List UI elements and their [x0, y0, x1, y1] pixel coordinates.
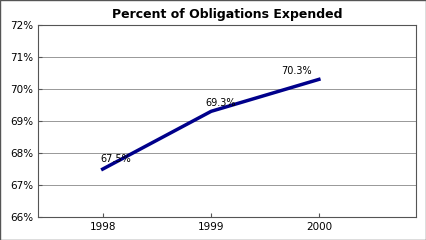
Text: 70.3%: 70.3%	[281, 66, 312, 76]
Title: Percent of Obligations Expended: Percent of Obligations Expended	[112, 8, 342, 21]
Text: 69.3%: 69.3%	[205, 98, 236, 108]
Text: 67.5%: 67.5%	[101, 154, 131, 164]
